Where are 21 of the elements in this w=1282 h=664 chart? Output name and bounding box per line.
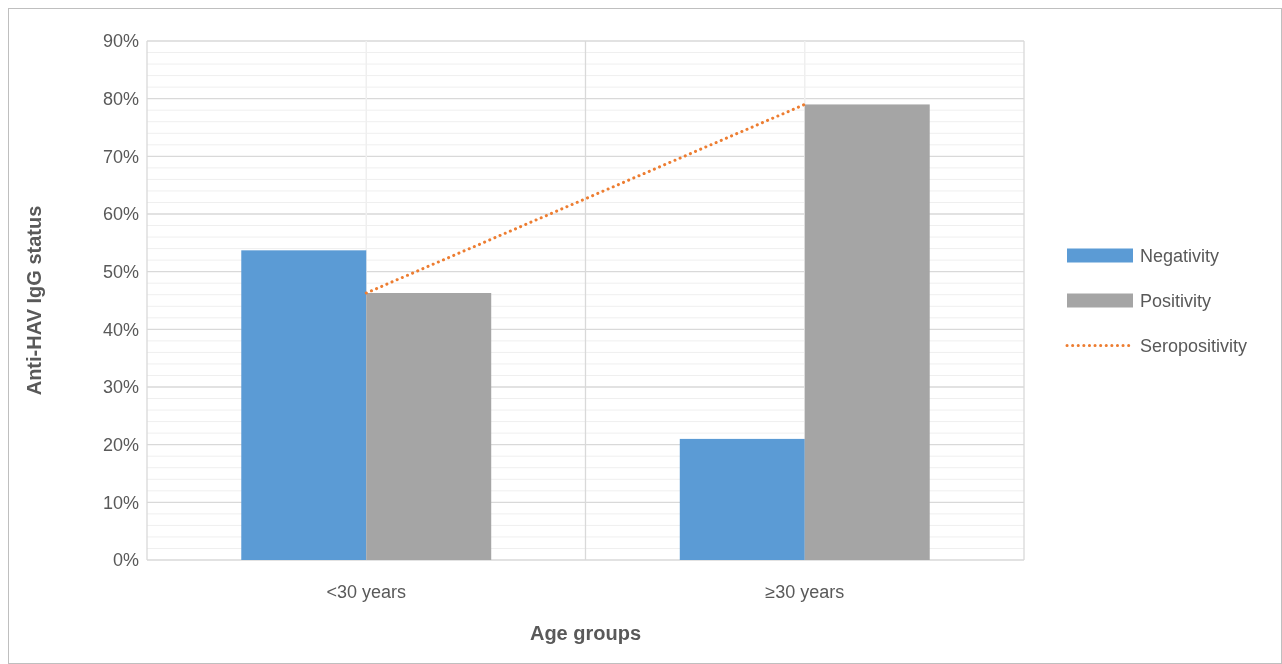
bar (366, 293, 492, 560)
y-tick-label: 80% (102, 88, 139, 109)
y-tick-label: 50% (102, 261, 139, 282)
y-tick-label: 20% (102, 434, 139, 455)
bar (241, 250, 367, 560)
y-tick-label: 30% (102, 377, 139, 398)
y-tick-label: 70% (102, 146, 139, 167)
y-tick-label: 90% (102, 31, 139, 52)
bar (679, 438, 805, 560)
x-axis-title: Age groups (529, 622, 642, 644)
y-tick-label: 0% (112, 550, 139, 571)
y-tick-label: 10% (102, 492, 139, 513)
x-tick-label: <30 years (326, 582, 407, 602)
y-tick-label: 60% (102, 204, 139, 225)
legend-label: Seropositivity (1140, 335, 1248, 356)
y-tick-label: 40% (102, 319, 139, 340)
legend-label: Negativity (1140, 245, 1220, 266)
bar (804, 104, 930, 560)
y-axis-title: Anti-HAV IgG status (23, 205, 45, 396)
x-tick-label: ≥30 years (765, 582, 845, 602)
legend-label: Positivity (1140, 290, 1212, 311)
